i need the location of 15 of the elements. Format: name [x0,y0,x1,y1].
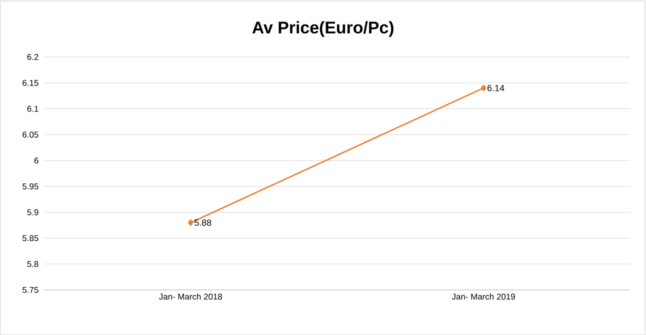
data-label: 5.88 [194,219,212,226]
y-tick-label: 6.05 [22,132,38,138]
data-label: 6.14 [488,84,504,92]
x-tick-label: Jan- March 2018 [159,293,222,300]
y-tick-label: 6.15 [22,80,38,86]
y-tick-label: 5.75 [22,286,38,293]
y-tick-label: 5.9 [27,209,38,216]
y-tick-label: 5.95 [22,183,38,190]
y-tick-label: 5.85 [22,235,38,242]
y-tick-label: 6.2 [27,54,38,60]
y-tick-label: 5.8 [27,260,38,267]
y-tick-label: 6.1 [27,106,38,112]
x-tick-label: Jan- March 2019 [452,293,515,300]
chart-title: Av Price(Euro/Pc) [252,21,394,37]
y-tick-label: 6 [34,157,38,164]
